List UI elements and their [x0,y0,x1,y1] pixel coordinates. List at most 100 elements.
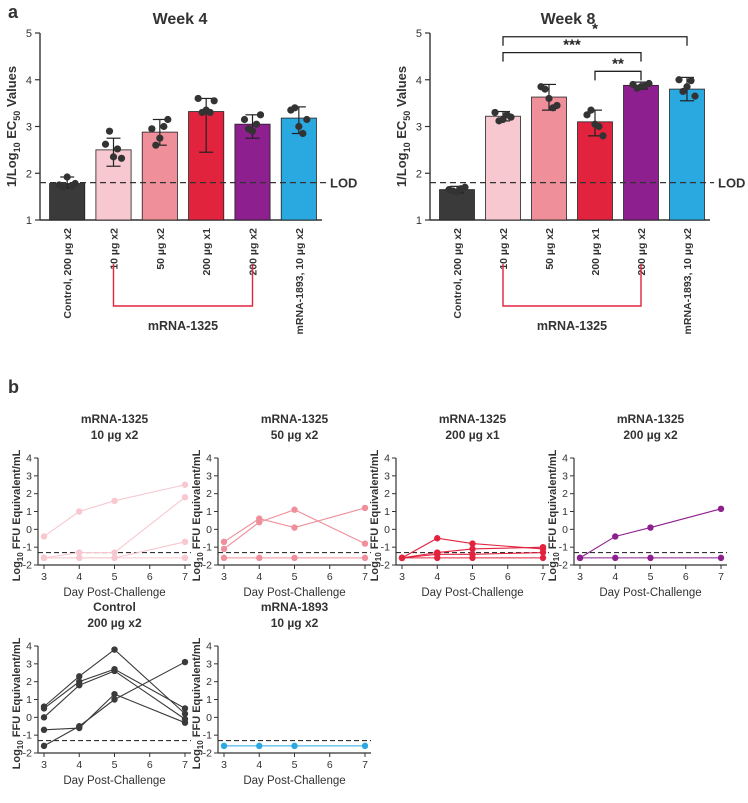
y-tick-label: 3 [416,122,422,134]
y-axis-label: Log10 FFU Equivalent/mL [191,637,205,769]
category-label: 10 µg x2 [498,228,510,270]
series-point [291,506,298,513]
x-tick-label: 6 [505,571,511,583]
x-tick-label: 4 [256,759,262,771]
x-axis-label: Day Post-Challenge [63,587,165,599]
y-label-part: EC [4,120,19,142]
series-point [111,549,118,556]
data-point [152,141,160,149]
series-point [220,554,228,562]
y-label-part: FFU Equivalent/mL [369,449,381,552]
series-point [76,723,83,730]
data-point [683,83,691,91]
y-label-part: Log [11,561,23,581]
y-tick-label: 1 [26,215,32,227]
y-label-part: Log [191,749,203,769]
y-label-part: Values [394,66,409,111]
data-point [599,132,607,140]
y-label-subscript: 50 [402,111,412,121]
x-tick-label: 5 [292,571,298,583]
category-label: Control, 200 µg x2 [452,228,464,319]
y-tick-label: -2 [23,748,32,760]
data-point [295,122,303,131]
data-point [595,122,603,131]
data-point [156,134,164,142]
lod-label: LOD [330,176,357,191]
x-tick-label: 7 [540,571,546,583]
series-point [40,533,48,540]
x-tick-label: 5 [112,571,118,583]
data-point [675,76,683,84]
data-point [691,92,699,100]
x-axis-label: Day Post-Challenge [421,587,523,599]
data-point [503,111,511,119]
y-label-subscript: 10 [374,552,383,561]
y-label-part: Log [11,749,23,769]
panel-subtitle: 200 µg x2 [623,428,678,442]
series-point [469,554,476,562]
series-point [181,538,189,546]
x-tick-label: 4 [76,571,82,583]
y-tick-label: 2 [26,488,32,500]
x-tick-label: 5 [292,759,298,771]
chart-title: Week 4 [153,11,208,28]
series-point [717,554,725,562]
y-axis-label: Log10 FFU Equivalent/mL [11,637,25,769]
data-point [583,111,591,119]
series-point [111,646,118,653]
y-tick-label: 2 [384,488,390,500]
series-point [361,554,369,562]
series-point [76,673,83,680]
series-point [76,508,83,515]
y-label-subscript: 10 [552,552,561,561]
series-line-3 [43,693,186,731]
category-label: 200 µg x1 [590,228,602,276]
y-tick-label: -1 [203,542,212,554]
x-tick-label: 7 [182,759,188,771]
y-tick-label: -2 [559,560,568,572]
series-point [220,742,228,750]
series-point [576,554,584,562]
series-point [612,533,619,540]
significance-bracket [594,70,642,81]
lod-label: LOD [718,176,745,191]
y-label-part: 1/Log [394,152,409,187]
line-chart-b1: mRNA-1325 10 µg x2 -2 -1 0 1 2 3 4 3 4 5 6 7 Day Post-… [11,412,191,599]
category-label: 10 µg x2 [109,228,121,270]
data-point [256,111,265,119]
series-point [111,696,118,703]
y-label-part: Log [547,561,559,581]
series-point [76,554,83,562]
y-tick-label: 2 [416,168,422,180]
y-tick-label: 3 [26,658,32,670]
series-point [181,658,189,666]
panel-title: mRNA-1325 [81,412,149,426]
data-point [491,108,499,117]
data-point [164,115,172,124]
y-label-part: Log [191,561,203,581]
panel-subtitle: 10 µg x2 [271,616,319,630]
category-label: Control, 200 µg x2 [62,228,74,319]
data-point [299,129,307,138]
x-tick-label: 4 [434,571,440,583]
data-point [210,97,218,105]
bar-0 [49,183,86,221]
y-tick-label: 1 [562,506,568,518]
data-point [291,104,299,112]
y-tick-label: -2 [381,560,390,572]
group-label: mRNA-1325 [537,319,607,333]
series-point [612,554,619,562]
category-label: mRNA-1893, 10 µg x2 [682,228,694,335]
panel-subtitle: 200 µg x2 [87,616,142,630]
y-tick-label: 4 [206,641,212,653]
y-label-part: EC [394,120,409,142]
line-chart-b5: Control 200 µg x2 -2 -1 0 1 2 3 4 3 4 5 6 7 Day Post-C… [11,600,191,787]
series-point [291,524,298,531]
x-tick-label: 6 [147,571,153,583]
chart-title: Week 8 [541,11,596,28]
panel-title: Control [93,600,136,614]
y-label-part: FFU Equivalent/mL [191,637,203,740]
series-point [361,504,369,512]
data-point [244,125,253,133]
series-point [256,519,263,526]
